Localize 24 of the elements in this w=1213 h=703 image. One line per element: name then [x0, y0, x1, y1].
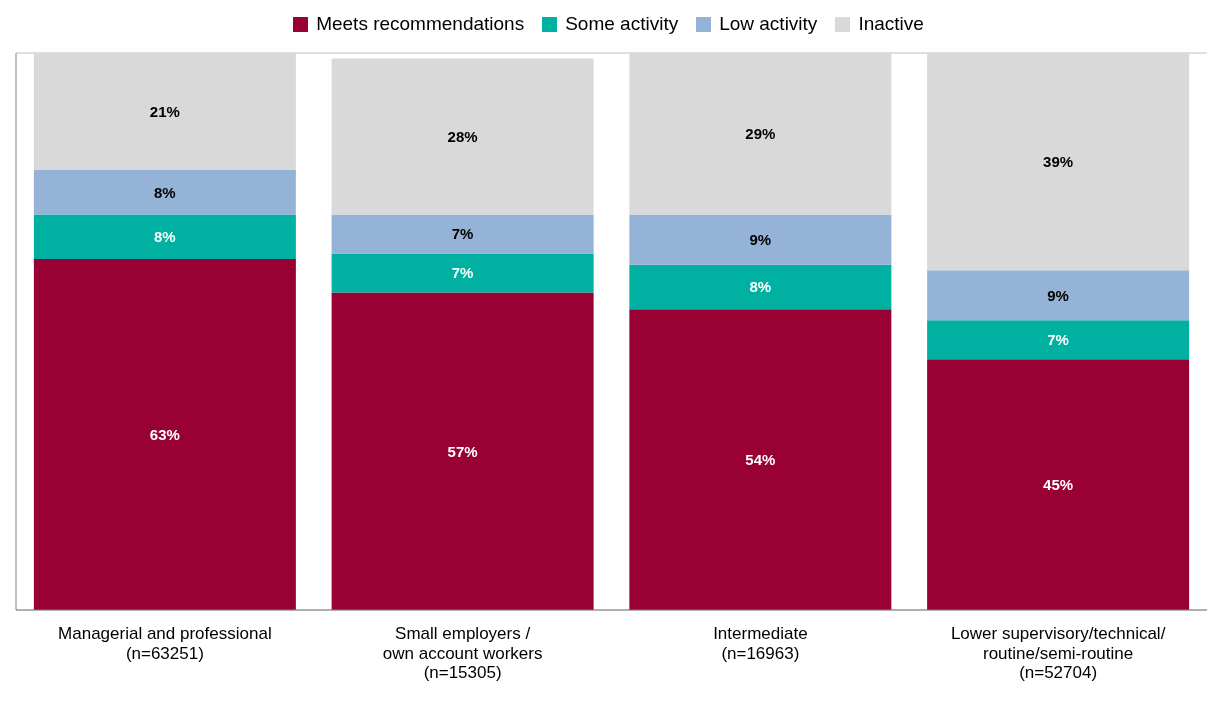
data-label: 57%	[447, 442, 478, 460]
data-label: 45%	[1043, 475, 1074, 493]
data-label: 8%	[154, 183, 176, 201]
data-label: 21%	[149, 102, 180, 120]
data-label: 8%	[749, 278, 772, 296]
x-tick-label: Managerial and professional (n=63251)	[58, 624, 272, 663]
data-label: 39%	[1043, 152, 1074, 170]
data-label: 9%	[749, 230, 772, 248]
legend-label: Low activity	[719, 13, 818, 35]
data-label: 29%	[745, 125, 776, 143]
data-label: 54%	[745, 450, 776, 468]
data-label: 7%	[451, 225, 474, 243]
data-label: 63%	[149, 425, 180, 443]
legend-label: Inactive	[858, 13, 924, 35]
data-label: 28%	[447, 127, 478, 145]
legend-label: Some activity	[565, 13, 679, 35]
data-label: 7%	[451, 264, 474, 282]
x-tick-label: Small employers / own account workers (n=15305)	[382, 624, 543, 683]
data-label: 7%	[1047, 331, 1069, 349]
data-label: 9%	[1047, 286, 1069, 304]
data-label: 8%	[154, 228, 176, 246]
x-tick-label: Intermediate (n=16963)	[713, 624, 808, 663]
legend-label: Meets recommendations	[316, 13, 525, 35]
x-tick-label: Lower supervisory/technical/ routine/semi-routine (n=52704)	[950, 624, 1166, 683]
